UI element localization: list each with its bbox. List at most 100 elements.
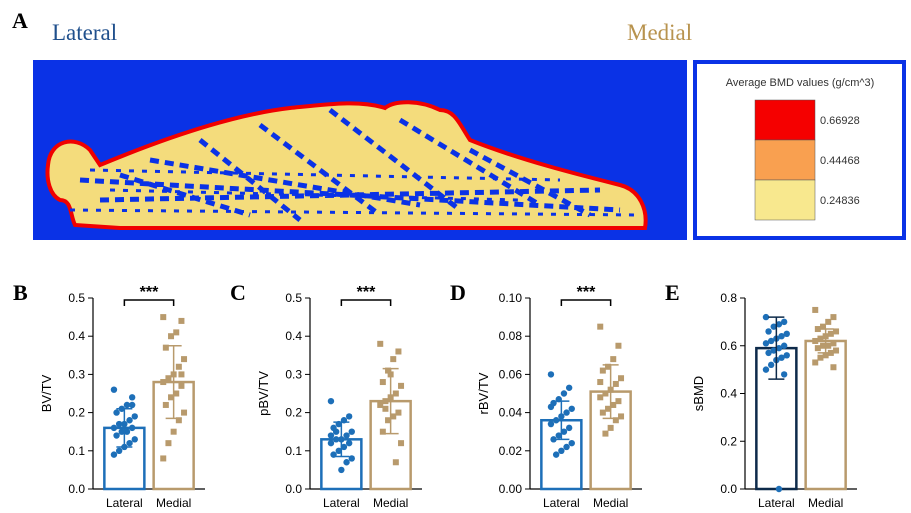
y-tick-label: 0.3 (68, 367, 85, 381)
data-point (132, 436, 138, 442)
legend-label: 0.44468 (820, 155, 860, 167)
side-label: Lateral (52, 20, 117, 45)
y-tick-label: 0.0 (720, 482, 737, 496)
x-tick-label: Lateral (106, 496, 143, 510)
y-tick-label: 0.1 (285, 444, 302, 458)
legend-label: 0.66928 (820, 115, 860, 127)
data-point (178, 371, 184, 377)
data-point (812, 359, 818, 365)
y-tick-label: 0.06 (499, 367, 523, 381)
data-point (116, 421, 122, 427)
data-point (548, 421, 554, 427)
data-point (833, 348, 839, 354)
data-point (333, 436, 339, 442)
data-point (126, 440, 132, 446)
y-axis-title: sBMD (691, 376, 706, 411)
y-tick-label: 0.02 (499, 444, 523, 458)
data-point (563, 444, 569, 450)
data-point (178, 318, 184, 324)
data-point (168, 333, 174, 339)
data-point (390, 356, 396, 362)
y-tick-label: 0.08 (499, 329, 523, 343)
data-point (163, 402, 169, 408)
data-point (830, 364, 836, 370)
data-point (765, 328, 771, 334)
data-point (765, 350, 771, 356)
y-tick-label: 0.4 (720, 387, 737, 401)
data-point (615, 343, 621, 349)
data-point (828, 331, 834, 337)
data-point (763, 340, 769, 346)
data-point (129, 402, 135, 408)
x-tick-label: Lateral (758, 496, 795, 510)
data-point (346, 440, 352, 446)
data-point (111, 386, 117, 392)
data-point (563, 409, 569, 415)
data-point (602, 391, 608, 397)
data-point (328, 398, 334, 404)
data-point (113, 409, 119, 415)
data-point (380, 379, 386, 385)
data-point (393, 391, 399, 397)
data-point (349, 455, 355, 461)
data-point (561, 390, 567, 396)
data-point (597, 324, 603, 330)
figure: A Lateral Medial Average BMD values (g/c… (0, 0, 911, 513)
legend-title: Average BMD values (g/cm^3) (726, 77, 875, 89)
y-tick-label: 0.5 (285, 291, 302, 305)
data-point (763, 366, 769, 372)
y-tick-label: 0.10 (499, 291, 523, 305)
data-point (171, 429, 177, 435)
y-tick-label: 0.0 (285, 482, 302, 496)
panel-label: D (450, 280, 466, 305)
y-axis-title: rBV/TV (476, 372, 491, 414)
data-point (343, 432, 349, 438)
data-point (569, 440, 575, 446)
data-point (116, 448, 122, 454)
data-point (338, 467, 344, 473)
data-point (343, 459, 349, 465)
data-point (569, 406, 575, 412)
x-tick-label: Medial (593, 496, 628, 510)
data-point (178, 383, 184, 389)
legend-swatch (755, 140, 815, 180)
y-tick-label: 0.2 (285, 406, 302, 420)
data-point (548, 404, 554, 410)
data-point (602, 431, 608, 437)
data-point (126, 417, 132, 423)
data-point (615, 398, 621, 404)
data-point (160, 379, 166, 385)
x-tick-label: Lateral (323, 496, 360, 510)
data-point (165, 440, 171, 446)
data-point (776, 486, 782, 492)
x-tick-label: Medial (808, 496, 843, 510)
data-point (173, 329, 179, 335)
y-tick-label: 0.04 (499, 406, 523, 420)
data-point (377, 341, 383, 347)
y-axis-title: pBV/TV (256, 371, 271, 416)
data-point (812, 307, 818, 313)
data-point (160, 455, 166, 461)
data-point (129, 425, 135, 431)
data-point (566, 385, 572, 391)
x-tick-label: Lateral (543, 496, 580, 510)
x-tick-label: Medial (373, 496, 408, 510)
significance-label: *** (577, 284, 596, 301)
data-point (618, 375, 624, 381)
y-tick-label: 0.5 (68, 291, 85, 305)
data-point (597, 394, 603, 400)
data-point (608, 425, 614, 431)
data-point (600, 368, 606, 374)
y-tick-label: 0.2 (720, 434, 737, 448)
data-point (566, 425, 572, 431)
legend-swatch (755, 180, 815, 220)
y-tick-label: 0.6 (720, 339, 737, 353)
data-point (328, 440, 334, 446)
data-point (382, 406, 388, 412)
data-point (553, 451, 559, 457)
data-point (812, 338, 818, 344)
data-point (610, 356, 616, 362)
panel-label: B (13, 280, 28, 305)
data-point (393, 459, 399, 465)
data-point (395, 348, 401, 354)
